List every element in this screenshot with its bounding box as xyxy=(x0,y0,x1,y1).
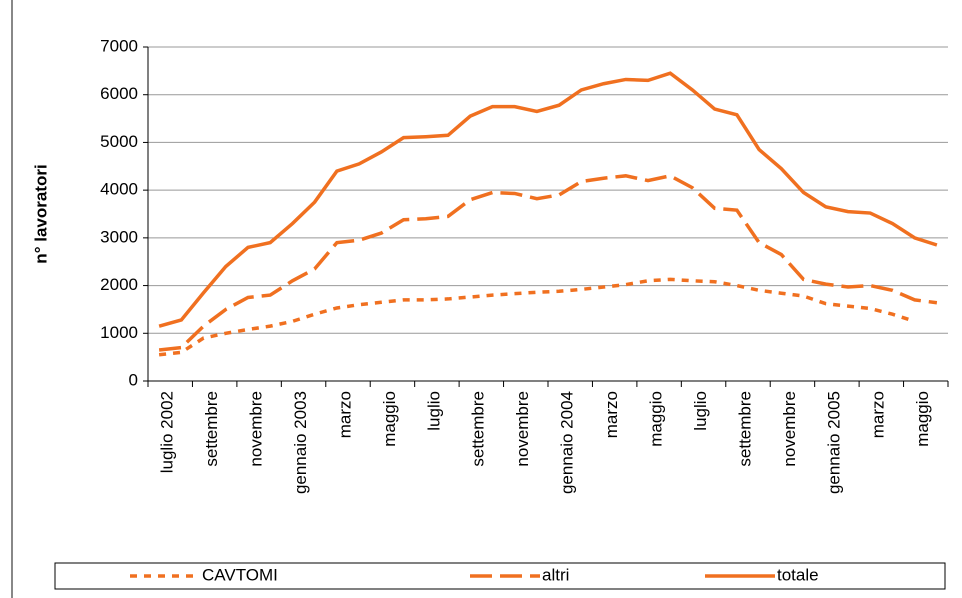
legend-box xyxy=(54,562,946,590)
x-tick-label: luglio xyxy=(691,391,710,431)
x-tick-label: marzo xyxy=(335,391,354,438)
x-tick-label: settembre xyxy=(735,391,754,467)
y-tick-label: 0 xyxy=(129,370,138,389)
x-tick-label: marzo xyxy=(869,391,888,438)
x-tick-label: luglio 2002 xyxy=(158,391,177,473)
y-axis-label: n° lavoratori xyxy=(31,164,50,263)
legend-label: totale xyxy=(777,565,819,584)
y-tick-label: 6000 xyxy=(100,84,138,103)
x-tick-label: novembre xyxy=(246,391,265,467)
x-tick-label: novembre xyxy=(513,391,532,467)
x-tick-label: marzo xyxy=(602,391,621,438)
x-tick-label: luglio xyxy=(424,391,443,431)
y-tick-label: 5000 xyxy=(100,132,138,151)
x-tick-label: novembre xyxy=(780,391,799,467)
x-tick-label: maggio xyxy=(913,391,932,447)
legend-label: altri xyxy=(542,565,569,584)
y-tick-label: 7000 xyxy=(100,36,138,55)
x-tick-label: maggio xyxy=(380,391,399,447)
x-tick-label: settembre xyxy=(469,391,488,467)
series-line xyxy=(158,277,916,357)
x-tick-label: gennaio 2003 xyxy=(291,391,310,494)
x-tick-label: gennaio 2005 xyxy=(824,391,843,494)
y-tick-label: 4000 xyxy=(100,180,138,199)
y-tick-label: 3000 xyxy=(100,227,138,246)
legend-label: CAVTOMI xyxy=(202,565,278,584)
x-tick-label: maggio xyxy=(646,391,665,447)
series-line xyxy=(158,173,938,352)
series-line xyxy=(158,71,938,328)
y-tick-label: 2000 xyxy=(100,275,138,294)
x-tick-label: gennaio 2004 xyxy=(558,391,577,494)
x-tick-label: settembre xyxy=(202,391,221,467)
y-tick-label: 1000 xyxy=(100,323,138,342)
